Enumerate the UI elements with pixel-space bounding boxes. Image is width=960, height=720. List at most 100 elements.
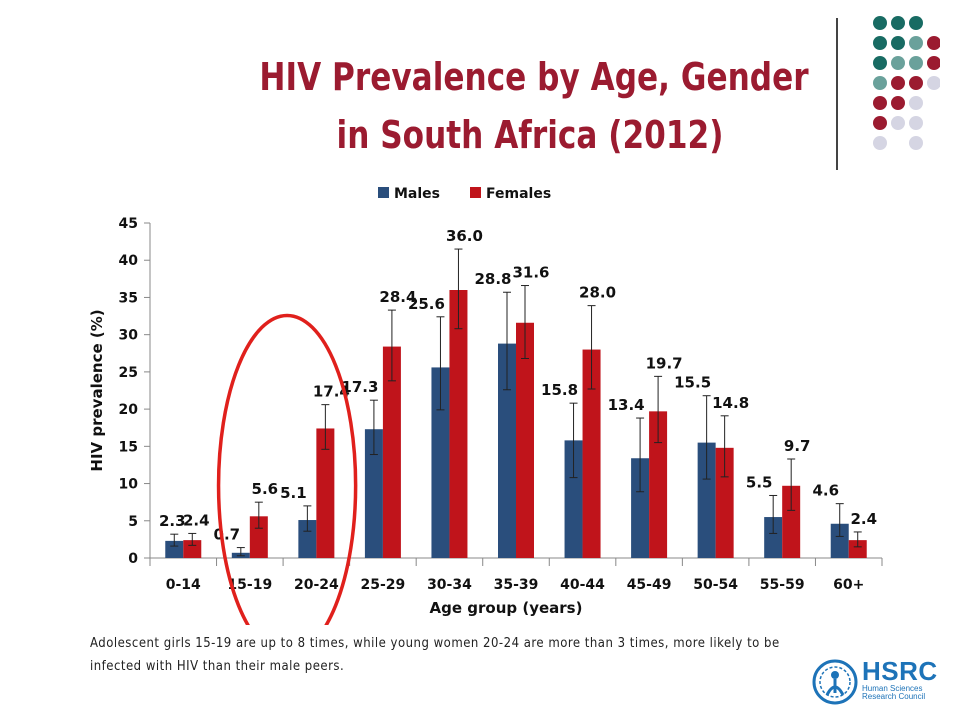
decor-dot [873,136,887,150]
decor-dot [873,116,887,130]
y-axis: 0 5 10 15 20 25 30 35 40 45 HIV prevalence (%) [88,216,151,567]
x-tick-label: 55-59 [760,577,805,593]
data-label-males: 15.8 [541,381,578,399]
bar-males [165,540,184,558]
hsrc-logo: HSRC Human Sciences Research Council [812,655,952,710]
legend-label-females: Females [486,186,551,202]
data-label-females: 28.4 [379,288,416,306]
decor-dot [891,56,905,70]
x-tick-label: 0-14 [166,577,201,593]
data-label-females: 5.6 [252,480,279,498]
data-label-females: 36.0 [446,227,483,245]
bar-males [498,343,516,558]
data-label-males: 15.5 [674,374,711,392]
slide-title-line2: in South Africa (2012) [336,113,724,157]
y-tick-label: 45 [119,216,138,232]
data-label-females: 19.7 [646,354,683,372]
highlight-group [216,313,358,625]
slide-caption: Adolescent girls 15-19 are up to 8 times… [90,636,780,674]
legend-label-males: Males [394,186,440,202]
bar-group [165,248,867,558]
highlight-ellipse [216,313,358,625]
decor-dot [909,136,923,150]
decor-dot [927,36,940,50]
bar-males [830,523,849,558]
decor-dot [909,16,923,30]
bar-females [782,485,801,558]
decor-dot [909,116,923,130]
data-label-males: 28.8 [474,270,511,288]
decor-dot [891,36,905,50]
data-label-females: 2.4 [850,510,877,528]
decor-dot [909,76,923,90]
x-tick-label: 15-19 [227,577,272,593]
decor-dot [927,76,940,90]
y-tick-label: 40 [119,253,139,269]
data-label-females: 14.8 [712,394,749,412]
x-tick-label: 40-44 [560,577,605,593]
bar-females [516,322,534,558]
data-label-females: 28.0 [579,284,616,302]
data-label-females: 9.7 [784,437,811,455]
bar-females [249,516,268,558]
hsrc-emblem-icon [812,659,858,705]
x-axis: 0-14 15-19 20-24 25-29 30-34 35-39 40-44 45-49 5… [149,557,883,617]
slide-title-line1: HIV Prevalence by Age, Gender [259,55,809,99]
x-tick-label: 45-49 [627,577,672,593]
bar-females [316,428,335,558]
decor-dot [873,16,887,30]
y-tick-label: 35 [119,290,138,306]
data-label-males: 5.5 [746,473,773,491]
bar-males [764,517,783,558]
data-label-males: 2.3 [159,512,186,530]
decor-dot [873,76,887,90]
bar-females [382,346,401,558]
decorative-dot-grid [873,16,940,150]
bar-males [697,442,716,558]
decor-dot [891,96,905,110]
bar-females [449,290,468,558]
x-tick-label: 30-34 [427,577,472,593]
bar-males [364,429,383,558]
decor-dot [891,116,905,130]
bar-males [431,367,450,558]
data-label-females: 31.6 [512,264,549,282]
data-label-males: 25.6 [408,295,445,313]
x-tick-label: 35-39 [494,577,539,593]
y-tick-label: 0 [128,551,138,567]
decor-dot [873,56,887,70]
decor-dot [891,16,905,30]
bar-males [298,520,317,558]
decor-dot [909,36,923,50]
data-label-males: 17.3 [341,378,378,396]
decor-dot [891,76,905,90]
data-label-females: 2.4 [183,511,210,529]
y-tick-label: 25 [119,365,138,381]
data-label-males: 13.4 [608,396,645,414]
decor-dot [909,96,923,110]
decor-dot [909,56,923,70]
bar-females [649,411,668,558]
decor-dot [873,96,887,110]
data-label-group: 2.3 0.7 5.1 17.3 25.6 28.8 15.8 13.4 15.5 5.5 4.6 2… [159,227,877,544]
bar-females [183,540,202,558]
bar-females [582,349,601,558]
bar-males [631,458,650,558]
y-tick-label: 20 [119,402,139,418]
bar-females [715,447,734,558]
x-axis-label: Age group (years) [430,599,583,617]
x-tick-label: 25-29 [361,577,406,593]
y-tick-label: 15 [119,439,138,455]
data-label-males: 0.7 [214,526,241,544]
slide-title: HIV Prevalence by Age, Gender in South A… [259,48,809,164]
y-axis-label: HIV prevalence (%) [88,309,106,471]
y-tick-label: 5 [128,514,138,530]
logo-brand: HSRC [862,656,938,686]
y-tick-label: 30 [119,328,139,344]
chart-legend: Males Females [378,186,551,202]
bar-females [848,540,867,558]
x-tick-label: 50-54 [693,577,738,593]
y-tick-label: 10 [119,477,139,493]
data-label-males: 5.1 [280,484,307,502]
legend-swatch-males [378,187,389,198]
